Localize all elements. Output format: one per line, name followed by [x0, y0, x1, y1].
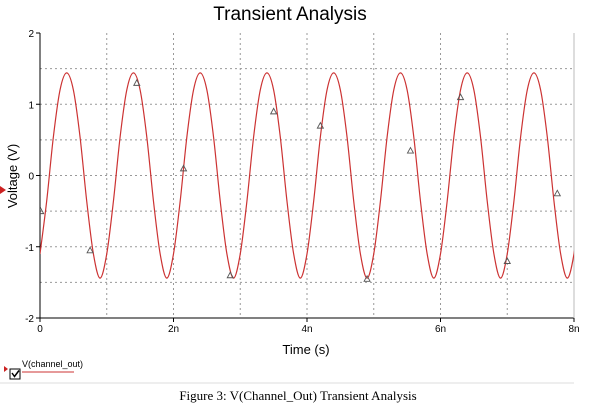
series-marker-triangle [456, 93, 465, 101]
x-tick-label: 4n [301, 324, 312, 335]
series-marker-triangle [133, 78, 141, 86]
check-icon [11, 370, 20, 378]
series-marker-triangle [406, 146, 415, 154]
x-tick-label: 0 [37, 324, 43, 335]
y-tick-label: 0 [28, 172, 34, 183]
marker-layer [40, 78, 562, 282]
y-tick-label: 1 [28, 100, 34, 111]
y-axis-cursor-marker [0, 186, 6, 194]
series-marker-triangle [86, 246, 94, 254]
series-line-v-channel-out [40, 72, 574, 279]
x-tick-label: 8n [568, 324, 579, 335]
x-tick-label: 6n [435, 324, 446, 335]
y-tick-label: 2 [28, 29, 34, 40]
series-marker-triangle [40, 207, 45, 215]
x-tick-label: 2n [168, 324, 179, 335]
series-marker-triangle [363, 274, 371, 282]
x-tick-layer: 0 2n 4n 6n 8n [37, 318, 580, 335]
legend-label: V(channel_out) [22, 359, 83, 369]
chart-title: Transient Analysis [213, 4, 366, 25]
y-axis-label: Voltage (V) [5, 144, 20, 208]
series-marker-triangle [503, 257, 512, 264]
series-marker-triangle [269, 107, 278, 115]
figure-caption: Figure 3: V(Channel_Out) Transient Analy… [179, 388, 417, 403]
series-marker-triangle [226, 271, 234, 279]
y-tick-layer: 2 1 0 -1 -2 [25, 29, 40, 325]
series-marker-triangle [553, 189, 562, 197]
legend: V(channel_out) [4, 359, 83, 380]
y-tick-label: -2 [25, 314, 34, 325]
series-marker-triangle [316, 121, 325, 129]
legend-cursor-marker [4, 366, 8, 372]
x-axis-label: Time (s) [282, 342, 329, 357]
y-tick-label: -1 [25, 243, 34, 254]
grid-layer [40, 33, 574, 318]
legend-checkbox[interactable] [9, 368, 21, 380]
series-marker-triangle [179, 164, 188, 172]
